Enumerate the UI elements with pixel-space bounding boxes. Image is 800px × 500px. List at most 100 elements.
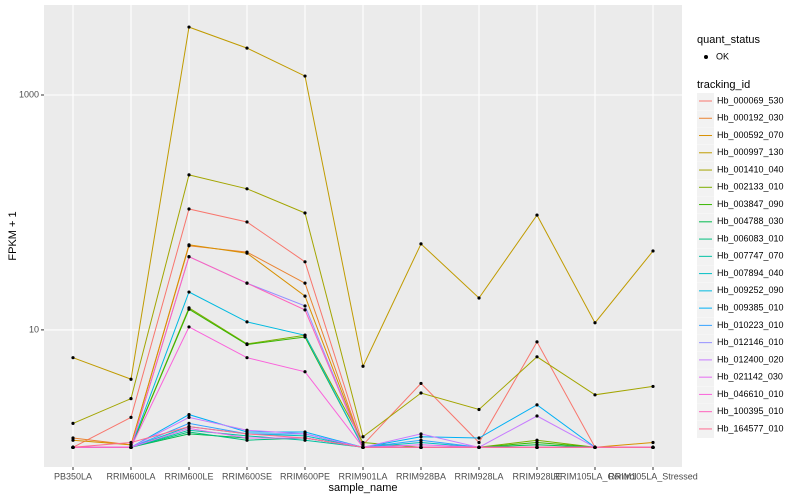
- point: [71, 421, 75, 425]
- point: [129, 396, 133, 401]
- point: [303, 74, 307, 78]
- y-tick-label: 1000: [19, 89, 39, 99]
- point: [593, 393, 597, 397]
- point: [419, 391, 423, 395]
- point: [187, 415, 191, 419]
- point: [245, 281, 249, 285]
- point: [361, 440, 365, 445]
- point: [419, 443, 423, 447]
- x-tick-label: PB350LA: [54, 471, 92, 481]
- legend-label: Hb_100395_010: [717, 406, 784, 416]
- legend-label: Hb_007747_070: [717, 251, 784, 261]
- x-tick-label: RRIM928LE: [512, 471, 561, 481]
- x-tick-label: RRIM600PE: [280, 471, 330, 481]
- point: [303, 211, 307, 215]
- point: [187, 290, 191, 294]
- legend-label: OK: [716, 51, 729, 61]
- legend-title: tracking_id: [697, 79, 750, 91]
- point: [129, 445, 133, 449]
- point: [71, 438, 75, 442]
- point: [535, 340, 539, 344]
- point: [477, 296, 481, 300]
- point: [245, 220, 249, 224]
- point: [303, 260, 307, 264]
- point: [361, 445, 365, 449]
- point: [535, 445, 539, 449]
- legend-label: Hb_004788_030: [717, 216, 784, 226]
- point: [535, 213, 539, 217]
- point: [361, 364, 365, 368]
- x-tick-label: RRIM600LE: [164, 471, 213, 481]
- point: [245, 428, 249, 432]
- legend-label: Hb_000069_530: [717, 95, 784, 105]
- x-tick-label: RRIM600LA: [106, 471, 155, 481]
- point: [535, 355, 539, 359]
- point: [651, 440, 655, 445]
- point: [361, 443, 365, 447]
- point: [651, 384, 655, 389]
- y-tick-label: 10: [29, 324, 39, 334]
- point: [593, 321, 597, 325]
- legend-label: Hb_000592_070: [717, 130, 784, 140]
- point: [71, 445, 75, 449]
- point: [477, 440, 481, 445]
- point: [535, 403, 539, 407]
- point: [187, 173, 191, 177]
- point: [187, 307, 191, 311]
- point: [303, 370, 307, 374]
- x-tick-label: RRIM928LA: [454, 471, 503, 481]
- legend-label: Hb_007894_040: [717, 268, 784, 278]
- point: [303, 436, 307, 440]
- point: [303, 432, 307, 436]
- point: [245, 436, 249, 440]
- point: [187, 25, 191, 29]
- point: [535, 440, 539, 445]
- point: [477, 445, 481, 449]
- point: [303, 308, 307, 312]
- x-axis-title: sample_name: [328, 482, 397, 494]
- point: [245, 251, 249, 255]
- point: [651, 249, 655, 253]
- x-tick-label: RRIM105LA_Control: [553, 471, 636, 481]
- point: [651, 445, 655, 449]
- point: [187, 255, 191, 259]
- legend-label: Hb_000997_130: [717, 147, 784, 157]
- point: [129, 440, 133, 445]
- legend-label: Hb_046610_010: [717, 389, 784, 399]
- point: [303, 294, 307, 298]
- legend-label: Hb_000192_030: [717, 113, 784, 123]
- point: [419, 432, 423, 436]
- legend-label: Hb_009252_090: [717, 285, 784, 295]
- point: [419, 445, 423, 449]
- point: [477, 407, 481, 412]
- point: [419, 440, 423, 445]
- y-axis-title: FPKM + 1: [7, 211, 19, 260]
- x-tick-label: RRIM928BA: [396, 471, 446, 481]
- point: [187, 243, 191, 247]
- point: [419, 381, 423, 386]
- legend-point: [704, 55, 708, 59]
- point: [245, 342, 249, 347]
- legend-label: Hb_012146_010: [717, 337, 784, 347]
- legend-label: Hb_003847_090: [717, 199, 784, 209]
- point: [361, 435, 365, 439]
- legend-label: Hb_164577_010: [717, 423, 784, 433]
- legend-label: Hb_001410_040: [717, 164, 784, 174]
- point: [71, 356, 75, 360]
- legend-title: quant_status: [697, 34, 760, 46]
- point: [593, 445, 597, 449]
- point: [129, 415, 133, 419]
- legend-label: Hb_009385_010: [717, 302, 784, 312]
- x-tick-label: RRIM600SE: [222, 471, 272, 481]
- point: [245, 187, 249, 191]
- point: [535, 443, 539, 447]
- legend-label: Hb_002133_010: [717, 182, 784, 192]
- point: [303, 333, 307, 337]
- point: [187, 425, 191, 429]
- point: [419, 438, 423, 442]
- legend-label: Hb_006083_010: [717, 233, 784, 243]
- point: [535, 438, 539, 442]
- legend-label: Hb_021142_030: [717, 372, 783, 382]
- x-tick-label: RRIM105LA_Stressed: [608, 471, 698, 481]
